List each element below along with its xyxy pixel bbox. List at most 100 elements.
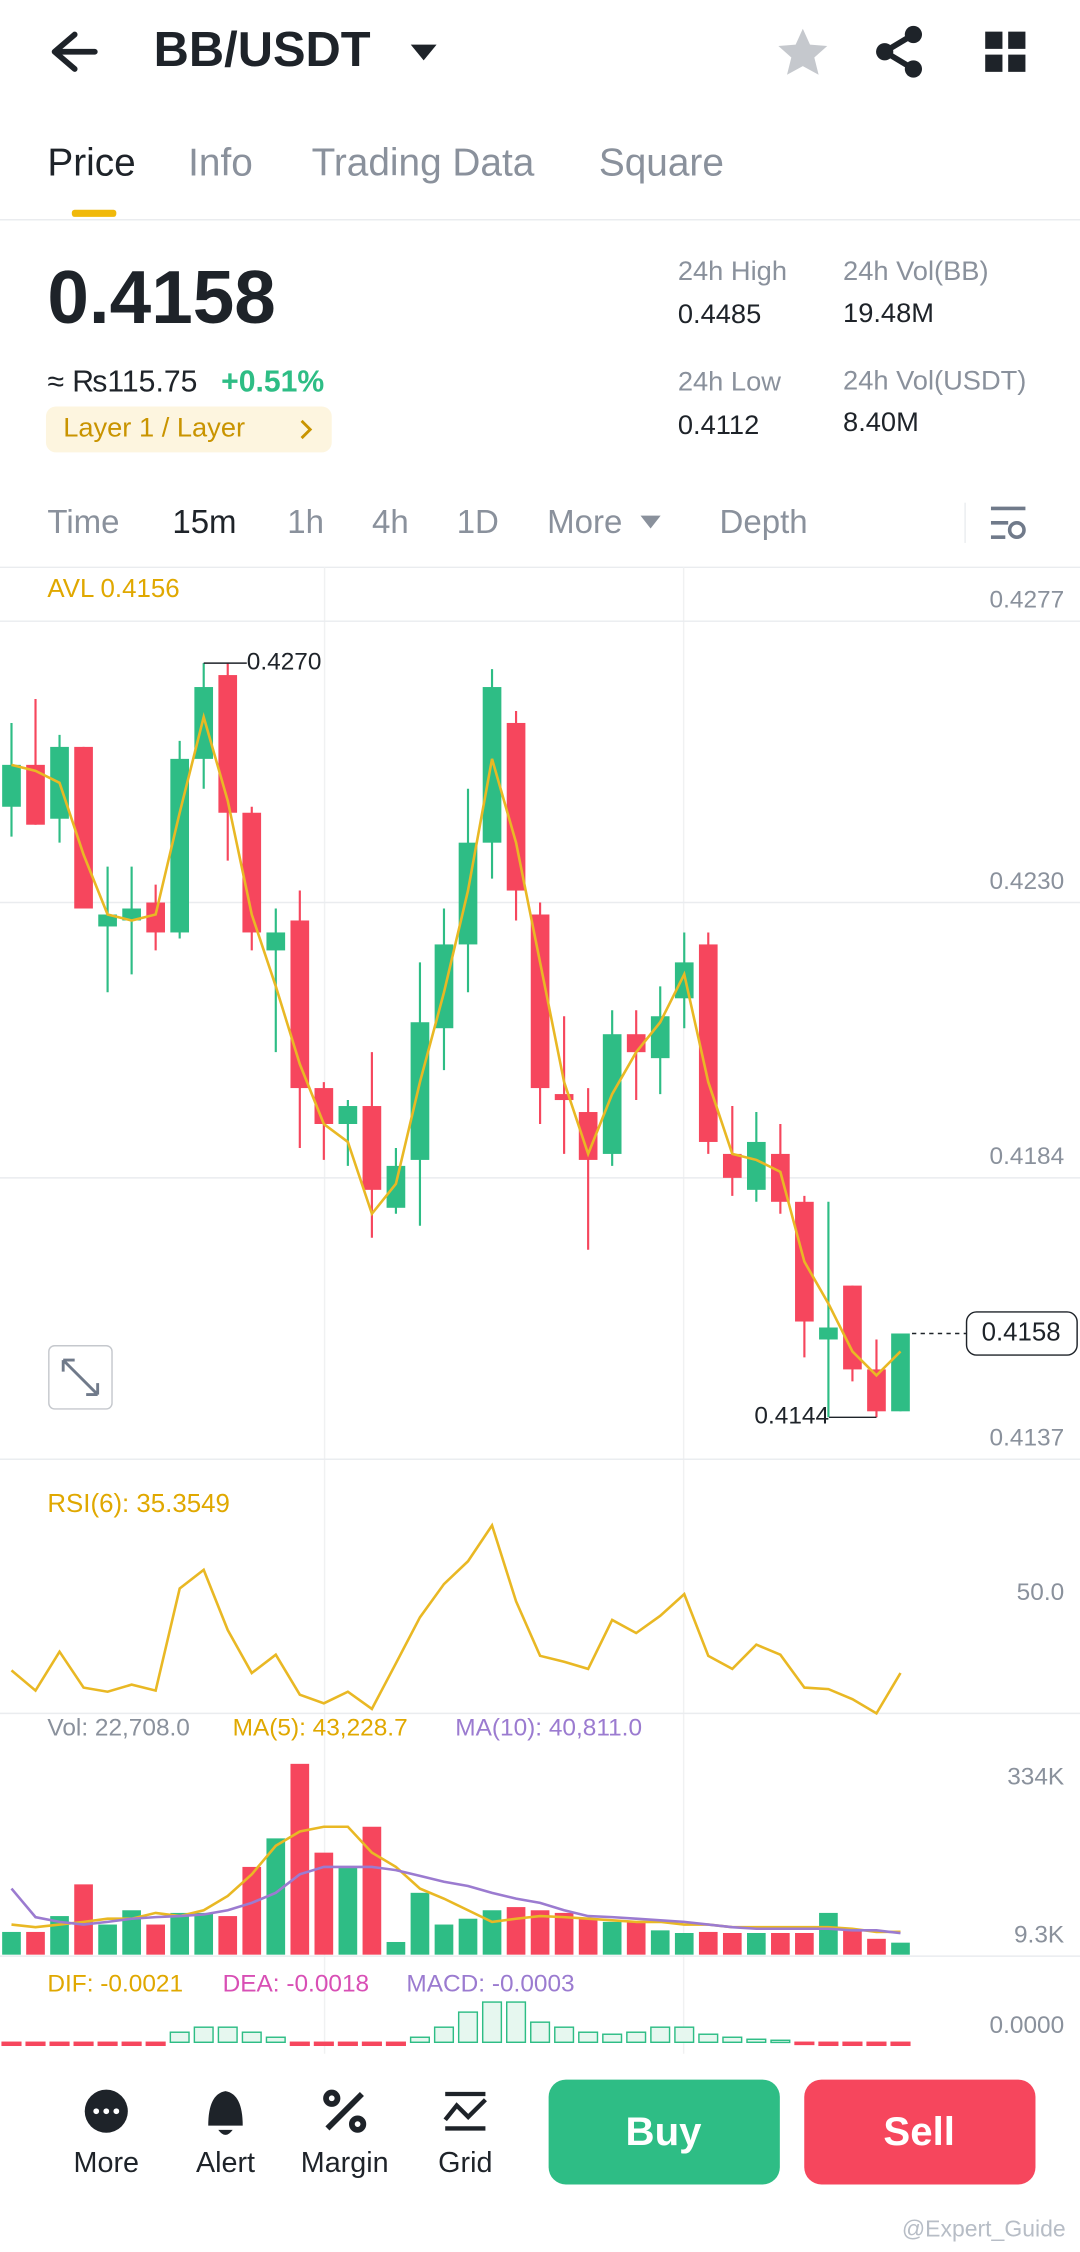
volume-bar — [626, 1921, 646, 1955]
macd-bar — [770, 2039, 791, 2044]
pair-title[interactable]: BB/USDT — [154, 23, 371, 77]
macd-bar — [337, 2041, 358, 2047]
dif-label: DIF: -0.0021 — [47, 1970, 183, 1997]
volume-bar — [674, 1932, 694, 1955]
back-button[interactable] — [51, 31, 98, 72]
macd-bar — [818, 2041, 839, 2047]
pair-caret[interactable] — [410, 44, 437, 61]
macd-bar — [650, 2026, 671, 2043]
volume-bar — [410, 1892, 430, 1955]
candle-body — [98, 914, 117, 927]
macd-bar — [578, 2031, 599, 2043]
tab[interactable]: Info — [188, 141, 253, 184]
volume-bar — [386, 1941, 406, 1955]
volume-bar — [554, 1912, 574, 1955]
candle-body — [746, 1141, 766, 1190]
volume-bar — [819, 1912, 838, 1955]
action-label[interactable]: More — [74, 2147, 139, 2179]
action-label[interactable]: Alert — [196, 2147, 255, 2179]
interval[interactable]: More — [547, 503, 622, 540]
menu-grid[interactable] — [985, 31, 1026, 72]
macd-bar — [433, 2026, 455, 2043]
share-button[interactable] — [876, 25, 923, 78]
macd-bar — [794, 2041, 815, 2046]
macd-bar — [626, 2031, 647, 2043]
macd-bar — [73, 2041, 94, 2047]
chart-settings[interactable] — [990, 506, 1026, 539]
rsi-label: RSI(6): 35.3549 — [47, 1490, 229, 1518]
indicator-line — [11, 1825, 901, 1934]
price-change: +0.51% — [221, 365, 324, 398]
volume-bar — [266, 1838, 286, 1955]
macd-bar — [97, 2041, 118, 2047]
macd-bar — [457, 2011, 479, 2043]
more-icon[interactable] — [84, 2089, 128, 2133]
grid-icon[interactable] — [443, 2091, 487, 2131]
buy-label[interactable]: Buy — [626, 2109, 703, 2154]
candle-body — [242, 812, 262, 933]
macd-bar — [554, 2026, 575, 2043]
volume-bar — [722, 1932, 742, 1955]
candle-body — [362, 1106, 382, 1190]
alert-icon[interactable] — [208, 2091, 243, 2135]
macd-bar — [313, 2041, 334, 2047]
fiat-price: ≈ ₨115.75 — [47, 365, 197, 398]
y-tick-label: 0.0000 — [990, 2012, 1065, 2039]
macd-bar — [49, 2041, 70, 2047]
volume-bar — [338, 1866, 358, 1955]
macd-bar — [481, 2001, 503, 2043]
indicator-line — [11, 711, 902, 1378]
sell-label[interactable]: Sell — [883, 2109, 955, 2154]
tab[interactable]: Square — [599, 141, 724, 184]
dea-label: DEA: -0.0018 — [223, 1970, 370, 1997]
interval[interactable]: 1h — [287, 503, 324, 540]
macd-bar — [25, 2041, 46, 2047]
candle-body — [266, 932, 286, 951]
indicator-line — [10, 1522, 902, 1716]
candle-body — [122, 908, 141, 921]
action-label[interactable]: Margin — [301, 2147, 389, 2179]
macd-bar — [289, 2041, 310, 2047]
watermark: @Expert_Guide — [902, 2215, 1066, 2241]
volume-bar — [650, 1930, 670, 1955]
macd-bar — [602, 2033, 623, 2043]
stat-value: 8.40M — [843, 406, 919, 437]
y-tick-label: 334K — [1007, 1764, 1064, 1791]
volume-bar — [746, 1932, 766, 1955]
macd-bar — [506, 2001, 527, 2043]
volume-bar — [218, 1916, 238, 1955]
tag-chip[interactable] — [45, 406, 332, 453]
buy-button[interactable] — [548, 2079, 780, 2185]
candle-body — [819, 1327, 838, 1340]
macd-bar — [217, 2026, 238, 2043]
tab[interactable]: Price — [47, 141, 135, 184]
volume-bar — [434, 1924, 454, 1955]
candle-body — [218, 675, 238, 813]
macd-label: MACD: -0.0003 — [406, 1970, 574, 1997]
favorite-star[interactable] — [778, 28, 828, 75]
y-tick-label: 0.4137 — [990, 1425, 1065, 1452]
interval[interactable]: Depth — [720, 503, 808, 540]
candle-body — [26, 764, 45, 825]
candle-body — [867, 1369, 886, 1412]
volume-bar — [26, 1931, 45, 1955]
volume-bar — [170, 1912, 190, 1955]
action-label[interactable]: Grid — [438, 2147, 492, 2179]
interval[interactable]: Time — [47, 503, 119, 540]
macd-bar — [193, 2026, 214, 2043]
tag-text[interactable]: Layer 1 / Layer — [63, 412, 245, 443]
candle-body — [194, 687, 214, 759]
macd-bar — [674, 2026, 695, 2043]
interval[interactable]: 4h — [372, 503, 409, 540]
sell-button[interactable] — [804, 2079, 1036, 2185]
tab[interactable]: Trading Data — [312, 141, 535, 184]
macd-bar — [385, 2041, 406, 2047]
candle-body — [530, 914, 550, 1089]
interval[interactable]: 1D — [457, 503, 499, 540]
margin-icon[interactable] — [323, 2089, 367, 2133]
ma5-label: MA(5): 43,228.7 — [233, 1715, 408, 1742]
interval[interactable]: 15m — [172, 503, 236, 540]
y-tick-label: 9.3K — [1014, 1921, 1064, 1948]
avl-label: AVL 0.4156 — [47, 575, 179, 603]
stat-label: 24h Low — [678, 366, 781, 397]
